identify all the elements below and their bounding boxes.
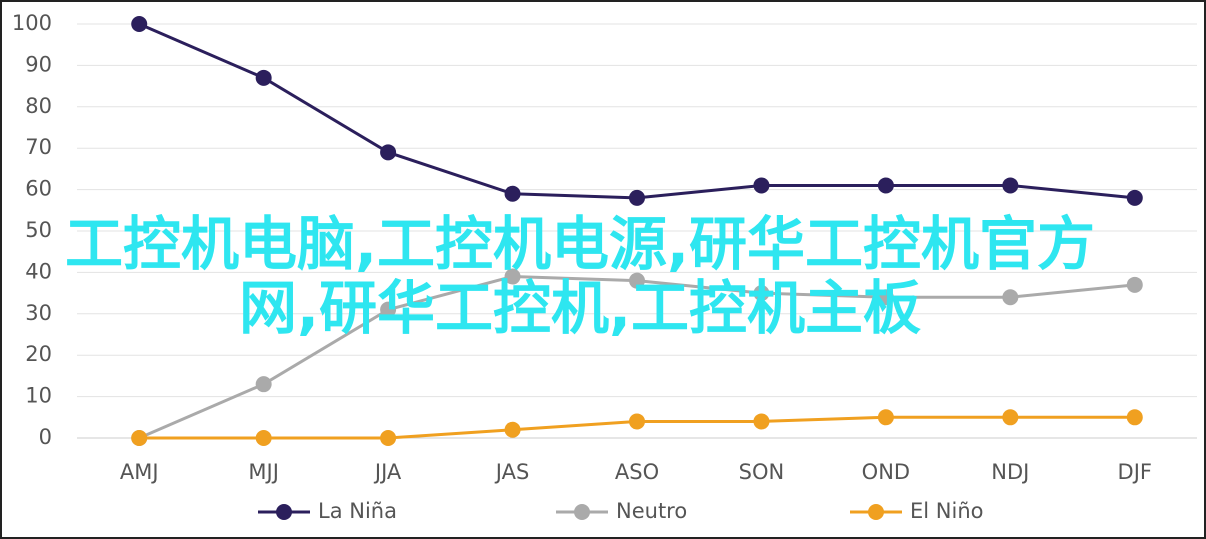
point: [1126, 189, 1143, 206]
point: [131, 430, 148, 446]
x-tick-label: JAS: [494, 460, 530, 484]
y-tick-label: 100: [12, 11, 52, 35]
y-tick-label: 50: [25, 218, 52, 242]
point: [877, 289, 894, 306]
point: [255, 376, 272, 393]
y-tick-label: 90: [25, 52, 52, 76]
point: [131, 16, 148, 32]
y-tick-label: 40: [25, 259, 52, 283]
point: [1002, 177, 1019, 194]
point: [753, 285, 770, 302]
point: [504, 421, 521, 438]
legend-label: El Niño: [910, 499, 983, 523]
x-tick-label: AMJ: [120, 460, 159, 484]
point: [1002, 289, 1019, 306]
point: [255, 430, 272, 446]
y-tick-label: 70: [25, 135, 52, 159]
legend-label: Neutro: [616, 499, 687, 523]
y-tick-label: 0: [39, 425, 52, 449]
x-tick-label: DJF: [1118, 460, 1152, 484]
overlay-text: 工控机电脑,工控机电源,研华工控机官方网,研华工控机,工控机主板: [64, 210, 1096, 342]
point: [504, 185, 521, 202]
point: [1126, 409, 1143, 426]
y-tick-label: 20: [25, 342, 52, 366]
point: [380, 430, 397, 446]
legend-label: La Niña: [318, 499, 397, 523]
x-tick-label: NDJ: [991, 460, 1029, 484]
x-tick-label: JJA: [373, 460, 402, 484]
series-line: [138, 22, 1135, 200]
legend-marker: [574, 504, 590, 520]
point: [877, 409, 894, 426]
x-tick-label: SON: [739, 460, 785, 484]
point: [753, 413, 770, 430]
point: [753, 177, 770, 194]
x-tick-label: MJJ: [248, 460, 279, 484]
point: [1126, 276, 1143, 293]
point: [504, 268, 521, 285]
point: [629, 189, 645, 206]
point: [1002, 409, 1019, 426]
y-tick-label: 10: [25, 384, 52, 408]
legend-marker: [868, 504, 884, 520]
x-tick-label: ASO: [615, 460, 659, 484]
x-tick-label: OND: [862, 460, 910, 484]
y-tick-label: 80: [25, 94, 52, 118]
point: [877, 177, 894, 194]
point: [629, 413, 645, 430]
y-tick-label: 60: [25, 177, 52, 201]
point: [255, 69, 272, 86]
y-tick-label: 30: [25, 301, 52, 325]
point: [380, 301, 397, 318]
point: [629, 272, 645, 289]
point: [380, 144, 397, 161]
legend-marker: [276, 504, 292, 520]
